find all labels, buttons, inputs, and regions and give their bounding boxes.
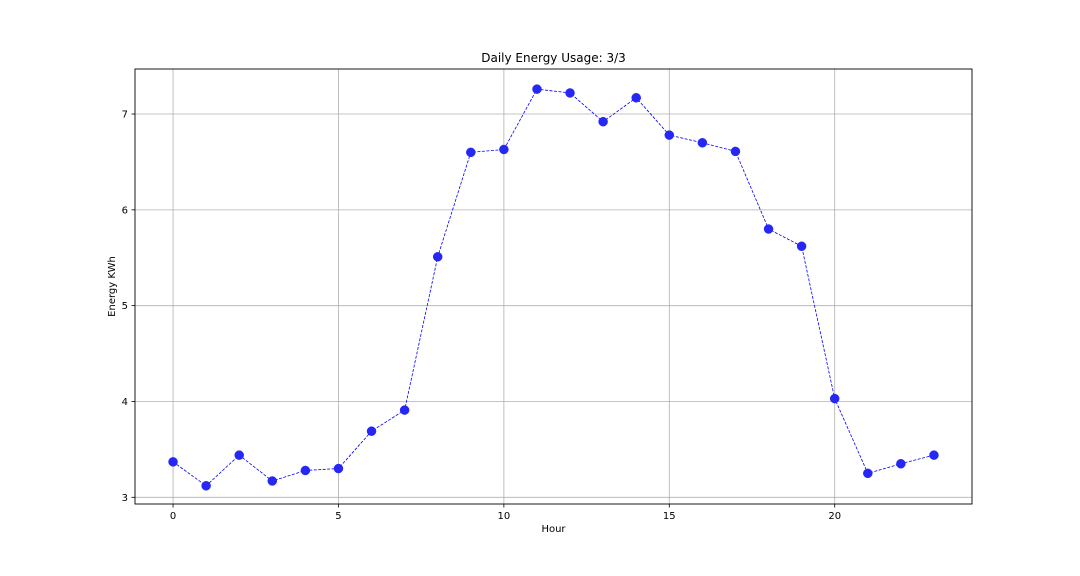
data-point-hour-15 bbox=[664, 130, 675, 140]
data-point-hour-10 bbox=[499, 144, 509, 155]
y-tick-label: 3 bbox=[122, 493, 128, 504]
data-point-hour-22 bbox=[896, 459, 906, 469]
x-tick-label: 15 bbox=[663, 511, 676, 522]
data-point-hour-8 bbox=[432, 252, 443, 262]
data-point-hour-7 bbox=[399, 405, 410, 415]
data-point-hour-6 bbox=[366, 426, 377, 436]
data-point-hour-13 bbox=[598, 116, 608, 127]
data-point-hour-4 bbox=[300, 465, 311, 476]
data-point-hour-0 bbox=[168, 457, 178, 467]
plot-frame bbox=[134, 68, 973, 505]
data-point-hour-23 bbox=[929, 450, 939, 460]
data-point-hour-18 bbox=[763, 224, 774, 234]
y-tick-label: 6 bbox=[122, 205, 128, 216]
x-axis-label: Hour bbox=[541, 524, 566, 535]
series-layer bbox=[168, 84, 939, 491]
data-point-hour-5 bbox=[333, 463, 344, 474]
data-point-hour-20 bbox=[829, 393, 840, 404]
data-point-hour-11 bbox=[532, 84, 542, 94]
y-tick-label: 5 bbox=[122, 301, 128, 312]
data-point-hour-9 bbox=[466, 147, 476, 158]
data-point-hour-14 bbox=[631, 92, 641, 103]
x-tick-label: 10 bbox=[498, 511, 511, 522]
x-tick-label: 20 bbox=[828, 511, 841, 522]
y-tick-label: 7 bbox=[122, 110, 128, 121]
y-axis-label: Energy KWh bbox=[107, 256, 118, 317]
x-tick-label: 5 bbox=[335, 511, 341, 522]
data-point-hour-12 bbox=[565, 88, 575, 98]
x-tick-label: 0 bbox=[170, 511, 176, 522]
data-point-hour-17 bbox=[730, 146, 741, 157]
data-point-hour-19 bbox=[796, 241, 807, 252]
data-point-hour-21 bbox=[863, 468, 873, 479]
data-point-hour-3 bbox=[267, 476, 278, 486]
series-line bbox=[172, 88, 935, 487]
data-point-hour-16 bbox=[697, 138, 708, 148]
y-tick-label: 4 bbox=[122, 397, 128, 408]
chart-title: Daily Energy Usage: 3/3 bbox=[481, 51, 626, 65]
data-point-hour-2 bbox=[234, 450, 244, 460]
tick-layer: 0 5 10 15 20 3 4 5 6 7 bbox=[122, 110, 841, 522]
data-point-hour-1 bbox=[201, 481, 211, 491]
